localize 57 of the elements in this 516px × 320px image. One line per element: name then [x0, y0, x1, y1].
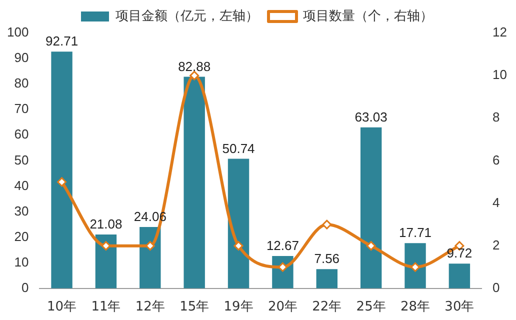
x-tick-label: 25年 — [356, 300, 386, 315]
point — [145, 241, 155, 251]
x-tick-label: 19年 — [224, 300, 254, 315]
bar — [228, 158, 250, 288]
y-tick-label: 90 — [14, 50, 29, 66]
bar — [448, 264, 470, 288]
y2-tick-label: 6 — [492, 152, 500, 168]
y2-tick-label: 12 — [492, 24, 508, 40]
data-label: 50.74 — [222, 140, 255, 156]
y-tick-label: 100 — [6, 24, 29, 40]
x-tick-label: 12年 — [135, 300, 165, 315]
point — [366, 241, 376, 251]
data-label: 82.88 — [178, 58, 211, 74]
data-label: 17.71 — [398, 225, 432, 240]
x-tick-label: 15年 — [180, 300, 210, 315]
bar — [316, 269, 338, 288]
point — [278, 262, 288, 272]
y2-tick-label: 4 — [492, 194, 500, 210]
y2-tick-label: 2 — [492, 237, 500, 252]
point — [322, 220, 332, 230]
y2-tick-label: 0 — [492, 280, 500, 295]
y-tick-label: 30 — [14, 203, 29, 218]
y2-tick-label: 8 — [492, 110, 500, 125]
data-label: 7.56 — [314, 251, 340, 266]
data-label: 12.67 — [266, 238, 299, 254]
point — [101, 241, 111, 251]
bar — [95, 234, 117, 288]
legend-label: 项目数量（个，右轴） — [303, 8, 433, 24]
bar — [51, 52, 72, 288]
data-label: 21.08 — [90, 216, 122, 232]
data-label: 92.71 — [46, 34, 78, 49]
y-tick-label: 60 — [14, 126, 29, 142]
data-label: 63.03 — [354, 110, 388, 124]
x-tick-label: 10年 — [47, 300, 77, 315]
y-tick-label: 80 — [14, 76, 29, 91]
x-tick-label: 30年 — [444, 300, 474, 315]
x-tick-label: 11年 — [91, 300, 121, 315]
y-tick-label: 40 — [14, 178, 29, 193]
legend-label: 项目金额（亿元，左轴） — [116, 8, 258, 24]
point — [410, 262, 420, 272]
y-tick-label: 10 — [14, 254, 29, 270]
point — [234, 241, 244, 251]
x-tick-label: 28年 — [400, 300, 430, 315]
y-tick-label: 0 — [21, 280, 29, 295]
point — [57, 177, 67, 187]
bar — [140, 226, 161, 288]
x-tick-label: 20年 — [268, 300, 298, 315]
bar — [404, 243, 426, 288]
x-tick-label: 22年 — [312, 300, 342, 315]
y-tick-label: 20 — [14, 228, 29, 244]
bar — [184, 76, 205, 288]
bar — [360, 127, 382, 288]
data-label: 9.72 — [446, 246, 472, 261]
y-tick-label: 50 — [14, 152, 29, 168]
y2-tick-label: 10 — [492, 67, 508, 82]
y-tick-label: 70 — [14, 101, 29, 116]
point — [190, 70, 200, 80]
